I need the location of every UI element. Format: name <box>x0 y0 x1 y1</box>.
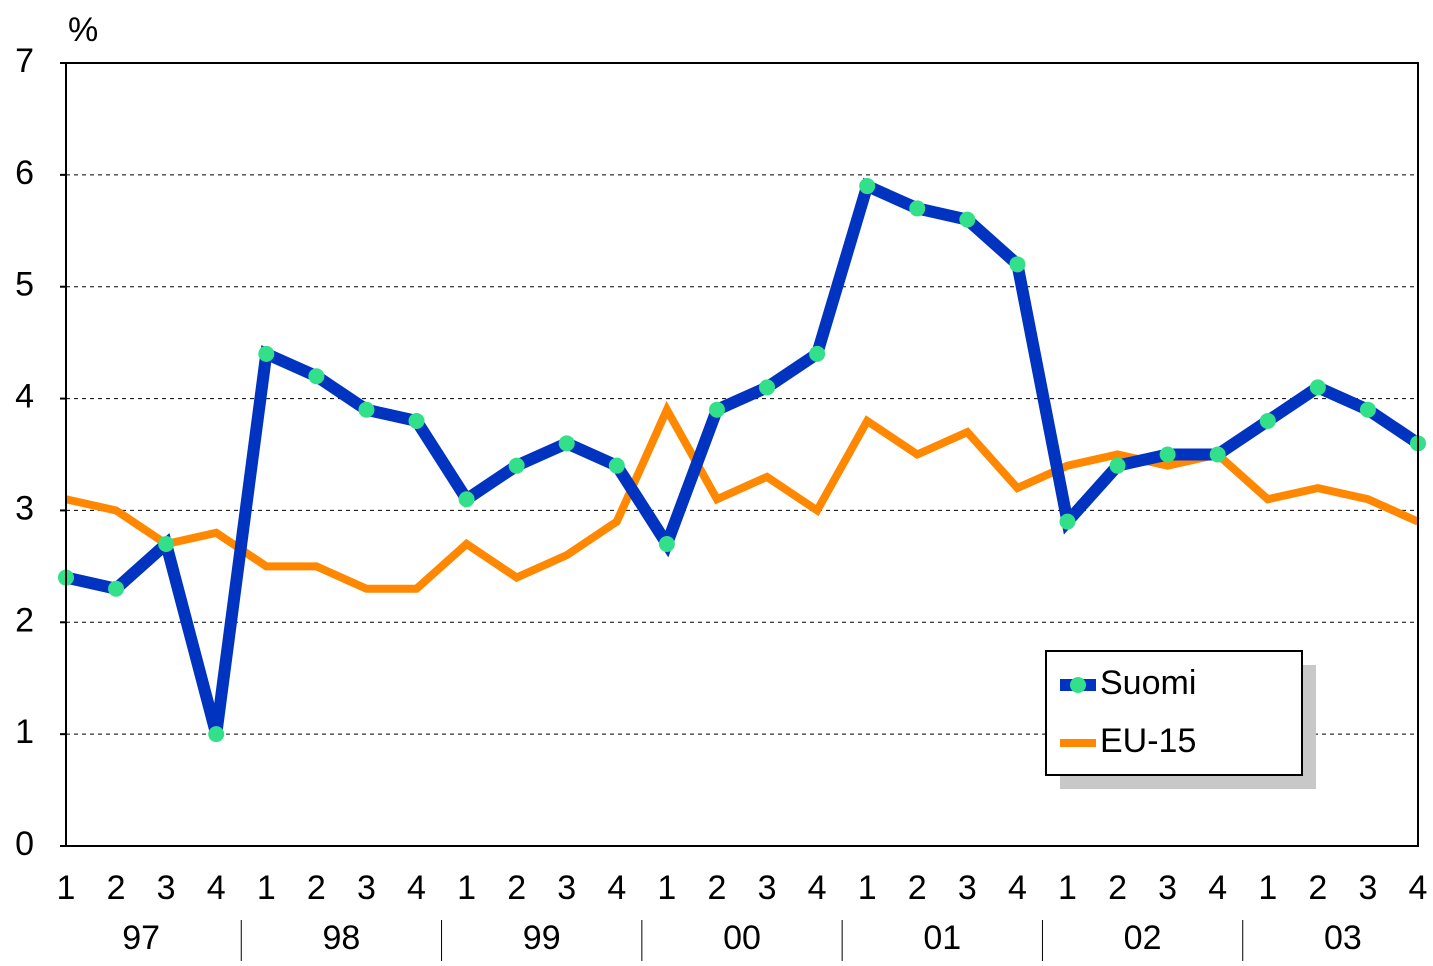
x-tick-label: 3 <box>157 869 176 907</box>
marker <box>1259 412 1276 429</box>
group-label: 01 <box>923 919 961 957</box>
y-axis-label: % <box>68 11 98 49</box>
group-label: 99 <box>523 919 561 957</box>
y-tick-label: 1 <box>15 713 34 751</box>
legend-label: EU-15 <box>1100 722 1196 760</box>
marker <box>558 435 575 452</box>
x-tick-label: 1 <box>257 869 276 907</box>
x-tick-label: 4 <box>607 869 626 907</box>
marker <box>1109 457 1126 474</box>
marker <box>708 401 725 418</box>
legend-label: Suomi <box>1100 664 1196 702</box>
y-tick-label: 2 <box>15 601 34 639</box>
group-label: 02 <box>1124 919 1162 957</box>
marker <box>759 379 776 396</box>
x-tick-label: 4 <box>207 869 226 907</box>
legend-box <box>1045 650 1303 776</box>
marker <box>608 457 625 474</box>
marker <box>1059 513 1076 530</box>
plot-frame <box>65 62 1419 847</box>
marker <box>1009 256 1026 273</box>
y-tick-label: 0 <box>15 825 34 863</box>
x-tick-label: 3 <box>958 869 977 907</box>
marker <box>959 211 976 228</box>
marker <box>809 345 826 362</box>
x-tick-label: 3 <box>557 869 576 907</box>
marker <box>1359 401 1376 418</box>
marker <box>1309 379 1326 396</box>
x-tick-label: 2 <box>107 869 126 907</box>
group-label: 97 <box>122 919 160 957</box>
marker <box>108 580 125 597</box>
marker <box>658 535 675 552</box>
y-tick-label: 3 <box>15 489 34 527</box>
y-tick-label: 7 <box>15 42 34 80</box>
marker <box>408 412 425 429</box>
marker <box>208 726 225 743</box>
y-tick-label: 6 <box>15 154 34 192</box>
x-tick-label: 4 <box>1008 869 1027 907</box>
series-line <box>64 177 1422 736</box>
x-tick-label: 1 <box>657 869 676 907</box>
x-tick-label: 3 <box>758 869 777 907</box>
x-tick-label: 2 <box>307 869 326 907</box>
x-tick-label: 1 <box>1058 869 1077 907</box>
marker <box>308 368 325 385</box>
x-tick-label: 2 <box>1108 869 1127 907</box>
group-label: 03 <box>1324 919 1362 957</box>
legend-marker <box>1070 677 1086 693</box>
x-tick-label: 3 <box>1158 869 1177 907</box>
x-tick-label: 2 <box>507 869 526 907</box>
x-tick-label: 4 <box>1409 869 1428 907</box>
marker <box>258 345 275 362</box>
marker <box>158 535 175 552</box>
marker <box>358 401 375 418</box>
y-tick-label: 5 <box>15 266 34 304</box>
x-tick-label: 1 <box>1258 869 1277 907</box>
x-tick-label: 3 <box>357 869 376 907</box>
x-tick-label: 2 <box>1308 869 1327 907</box>
group-label: 98 <box>322 919 360 957</box>
x-tick-label: 1 <box>858 869 877 907</box>
y-tick-label: 4 <box>15 378 34 416</box>
group-label: 00 <box>723 919 761 957</box>
x-tick-label: 1 <box>57 869 76 907</box>
marker <box>909 200 926 217</box>
x-tick-label: 4 <box>808 869 827 907</box>
x-tick-label: 2 <box>708 869 727 907</box>
x-tick-label: 2 <box>908 869 927 907</box>
x-tick-label: 4 <box>1208 869 1227 907</box>
marker <box>458 491 475 508</box>
marker <box>1159 446 1176 463</box>
marker <box>1209 446 1226 463</box>
x-tick-label: 4 <box>407 869 426 907</box>
marker <box>859 178 876 195</box>
x-tick-label: 1 <box>457 869 476 907</box>
marker <box>508 457 525 474</box>
series-line <box>65 400 1420 593</box>
x-tick-label: 3 <box>1358 869 1377 907</box>
